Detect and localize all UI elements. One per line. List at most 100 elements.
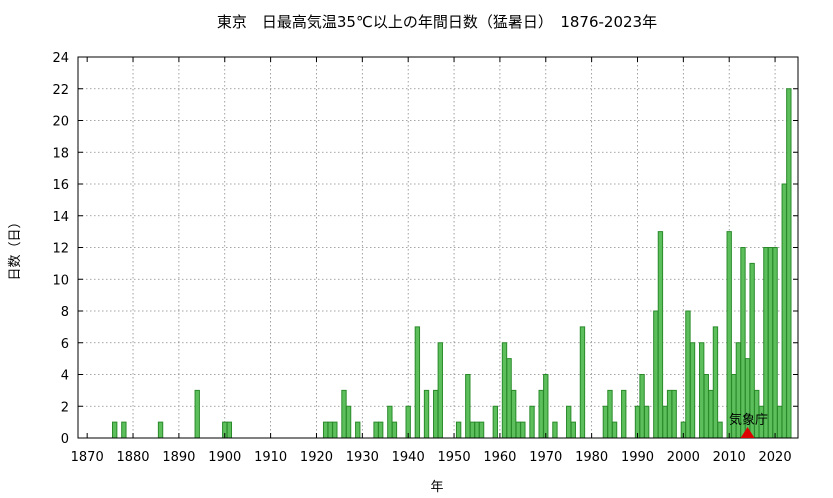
x-tick-label: 1980 bbox=[575, 450, 608, 465]
y-axis-label: 日数（日） bbox=[8, 215, 23, 280]
bar-2019 bbox=[767, 247, 774, 439]
bar-2008 bbox=[717, 421, 723, 439]
bar-1995 bbox=[657, 231, 664, 439]
y-tick-label: 16 bbox=[52, 178, 69, 193]
bar-2007 bbox=[712, 326, 719, 439]
bar-1997 bbox=[666, 389, 673, 439]
bar-2023 bbox=[786, 88, 792, 439]
bar-1978 bbox=[579, 326, 586, 439]
y-tick-label: 10 bbox=[52, 273, 69, 288]
bar-1987 bbox=[621, 389, 627, 439]
y-tick-label: 12 bbox=[52, 242, 69, 257]
annotation-marker-triangle bbox=[740, 427, 755, 438]
bar-2001 bbox=[685, 310, 691, 439]
bar-1994 bbox=[653, 310, 659, 439]
bar-1955 bbox=[474, 421, 480, 439]
bar-2013 bbox=[740, 247, 746, 439]
annotation: 気象庁 bbox=[729, 412, 768, 438]
y-tick-label: 14 bbox=[52, 210, 69, 225]
bar-1992 bbox=[643, 405, 650, 439]
bar-1983 bbox=[602, 405, 609, 439]
x-tick-label: 1970 bbox=[529, 450, 562, 465]
bar-1937 bbox=[391, 421, 398, 439]
bar-1965 bbox=[520, 421, 526, 439]
y-tick-label: 18 bbox=[52, 146, 69, 161]
bar-2020 bbox=[772, 247, 778, 439]
bar-1975 bbox=[566, 405, 572, 439]
bar-1901 bbox=[226, 421, 233, 439]
bar-1944 bbox=[423, 389, 430, 439]
x-tick-label: 1960 bbox=[483, 450, 516, 465]
bar-1984 bbox=[607, 389, 613, 439]
x-tick-label: 1900 bbox=[208, 450, 241, 465]
bar-1956 bbox=[478, 421, 485, 439]
y-tick-label: 0 bbox=[61, 432, 69, 447]
bar-1961 bbox=[501, 342, 508, 439]
bar-1933 bbox=[373, 421, 379, 439]
x-tick-label: 1890 bbox=[162, 450, 195, 465]
bar-1934 bbox=[377, 421, 384, 439]
bar-1929 bbox=[355, 421, 361, 439]
y-tick-label: 20 bbox=[52, 115, 69, 130]
bar-1923 bbox=[327, 421, 333, 439]
bar-2005 bbox=[703, 374, 709, 439]
x-tick-label: 1930 bbox=[346, 450, 379, 465]
bar-1954 bbox=[469, 421, 476, 439]
bar-2002 bbox=[689, 342, 696, 439]
bar-1927 bbox=[345, 405, 352, 439]
plot-frame bbox=[77, 56, 799, 439]
x-axis-label: 年 bbox=[430, 480, 443, 495]
chart-title: 東京 日最高気温35℃以上の年間日数（猛暑日） 1876-2023年 bbox=[217, 13, 657, 31]
x-tick-label: 1920 bbox=[300, 450, 333, 465]
bar-1942 bbox=[414, 326, 421, 439]
x-tick-label: 1990 bbox=[621, 450, 654, 465]
bar-1936 bbox=[387, 405, 393, 439]
y-tick-label: 2 bbox=[61, 400, 69, 415]
bar-1996 bbox=[662, 405, 668, 439]
bar-2006 bbox=[708, 389, 714, 439]
y-tick-label: 4 bbox=[61, 369, 69, 384]
bar-1970 bbox=[543, 374, 549, 439]
bar-1926 bbox=[341, 389, 347, 439]
bar-1963 bbox=[510, 389, 517, 439]
y-tick-label: 24 bbox=[52, 51, 69, 66]
bar-1976 bbox=[570, 421, 576, 439]
bars bbox=[112, 88, 792, 439]
x-tick-label: 1910 bbox=[254, 450, 287, 465]
bar-1962 bbox=[506, 358, 512, 439]
x-axis-ticks: 1870 1880 1890 1900 1910 1920 1930 1940 1950 1960… bbox=[71, 57, 792, 465]
bar-1991 bbox=[639, 374, 645, 439]
y-tick-label: 6 bbox=[61, 337, 69, 352]
bar-2004 bbox=[699, 342, 705, 439]
y-tick-label: 8 bbox=[61, 305, 69, 320]
x-tick-label: 1950 bbox=[438, 450, 471, 465]
bar-2010 bbox=[726, 231, 732, 439]
x-tick-label: 2000 bbox=[667, 450, 700, 465]
bar-2011 bbox=[731, 374, 737, 439]
bar-2021 bbox=[776, 405, 783, 439]
bar-1876 bbox=[112, 421, 118, 439]
bar-1951 bbox=[455, 421, 462, 439]
bar-2018 bbox=[763, 247, 769, 439]
x-tick-label: 1940 bbox=[392, 450, 425, 465]
x-tick-label: 2020 bbox=[759, 450, 792, 465]
bar-2015 bbox=[749, 262, 755, 439]
bar-1886 bbox=[157, 421, 164, 439]
bar-1878 bbox=[121, 421, 127, 439]
bar-1953 bbox=[465, 374, 471, 439]
bar-1985 bbox=[611, 421, 618, 439]
x-tick-label: 1880 bbox=[116, 450, 149, 465]
bar-1998 bbox=[671, 389, 677, 439]
bar-1972 bbox=[552, 421, 558, 439]
bar-1894 bbox=[194, 389, 200, 439]
x-tick-label: 1870 bbox=[71, 450, 104, 465]
y-tick-label: 22 bbox=[52, 83, 69, 98]
bar-1969 bbox=[538, 389, 544, 439]
bar-1959 bbox=[492, 405, 499, 439]
annotation-label: 気象庁 bbox=[729, 412, 768, 428]
bar-1947 bbox=[437, 342, 443, 439]
x-tick-label: 2010 bbox=[713, 450, 746, 465]
bar-1967 bbox=[529, 405, 535, 439]
